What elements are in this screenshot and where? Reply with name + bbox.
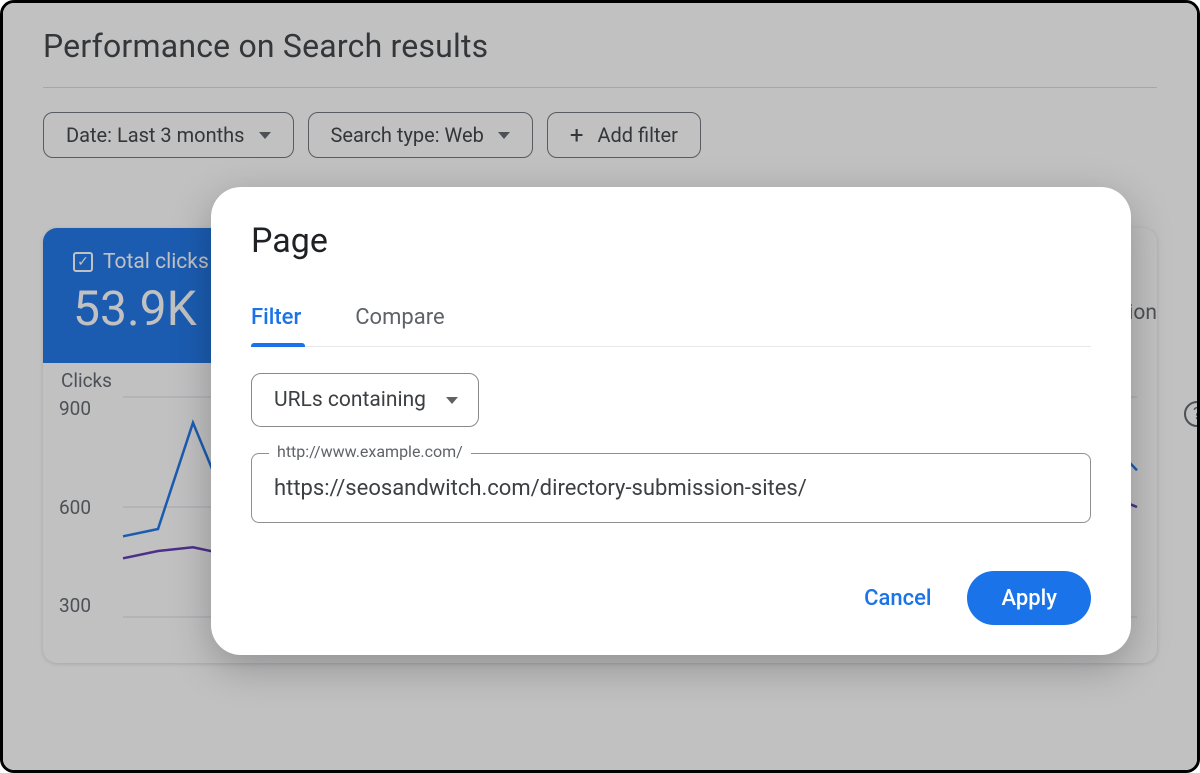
apply-button[interactable]: Apply [967,571,1091,625]
url-input-float-label: http://www.example.com/ [269,442,471,461]
url-match-mode-label: URLs containing [274,388,426,412]
tab-filter[interactable]: Filter [251,305,301,346]
dialog-actions: Cancel Apply [251,571,1091,625]
page-filter-dialog: Page Filter Compare URLs containing http… [211,187,1131,655]
cancel-button[interactable]: Cancel [846,571,949,625]
chevron-down-icon [446,397,458,404]
url-match-mode-select[interactable]: URLs containing [251,373,479,427]
url-input-wrap: http://www.example.com/ [251,453,1091,523]
dialog-title: Page [251,221,1091,261]
dialog-tabs: Filter Compare [251,305,1091,347]
url-input[interactable] [251,453,1091,523]
tab-compare[interactable]: Compare [355,305,444,346]
